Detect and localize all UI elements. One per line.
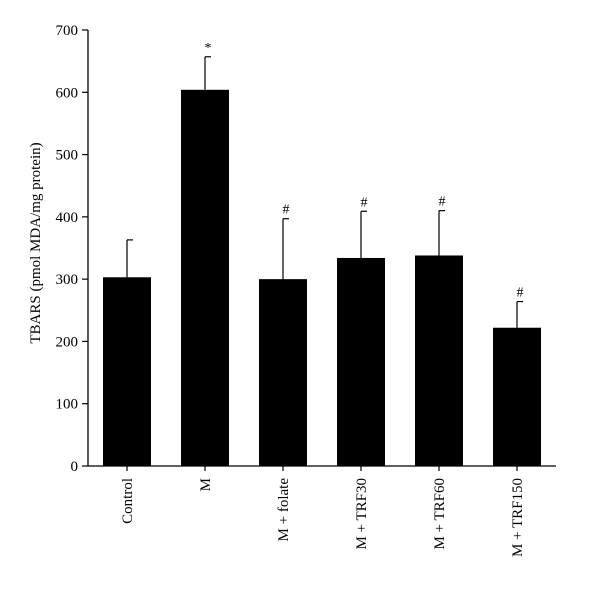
error-bar-3 [360,210,367,258]
bar-1 [181,89,229,467]
significance-mark-1: * [205,41,212,56]
significance-mark-4: # [439,195,446,210]
y-tick-label-4: 400 [56,210,79,226]
y-tick-label-0: 0 [71,459,79,475]
y-tick-label-6: 600 [56,85,79,101]
significance-marks: * # # # # [205,41,524,301]
significance-mark-3: # [361,195,368,210]
category-label-4: M + TRF60 [432,478,448,550]
category-label-3: M + TRF30 [354,478,370,550]
error-bar-0 [126,239,133,278]
y-tick-label-3: 300 [56,272,79,288]
error-bar-2 [282,218,289,280]
y-tick-label-1: 100 [56,397,79,413]
error-bar-1 [204,56,211,90]
error-bar-4 [438,210,445,256]
category-labels: Control M M + folate M + TRF30 M + TRF60 M + … [120,466,526,557]
y-ticks: 0 100 200 300 400 500 600 700 [56,23,88,475]
y-tick-label-2: 200 [56,334,79,350]
bars [103,89,541,467]
category-label-5: M + TRF150 [510,478,526,557]
significance-mark-2: # [283,203,290,218]
bar-3 [337,257,385,466]
y-axis-label: TBARS (pmol MDA/mg protein) [28,142,44,343]
y-tick-label-5: 500 [56,148,79,164]
error-bar-5 [516,300,523,328]
bar-2 [259,279,307,466]
bar-4 [415,255,463,466]
bar-5 [493,327,541,466]
significance-mark-5: # [517,286,524,301]
axes [87,30,556,467]
bar-0 [103,277,151,466]
category-label-0: Control [120,478,136,524]
error-bars [126,56,523,328]
category-label-2: M + folate [276,478,292,542]
y-tick-label-7: 700 [56,23,79,39]
category-label-1: M [198,478,214,491]
